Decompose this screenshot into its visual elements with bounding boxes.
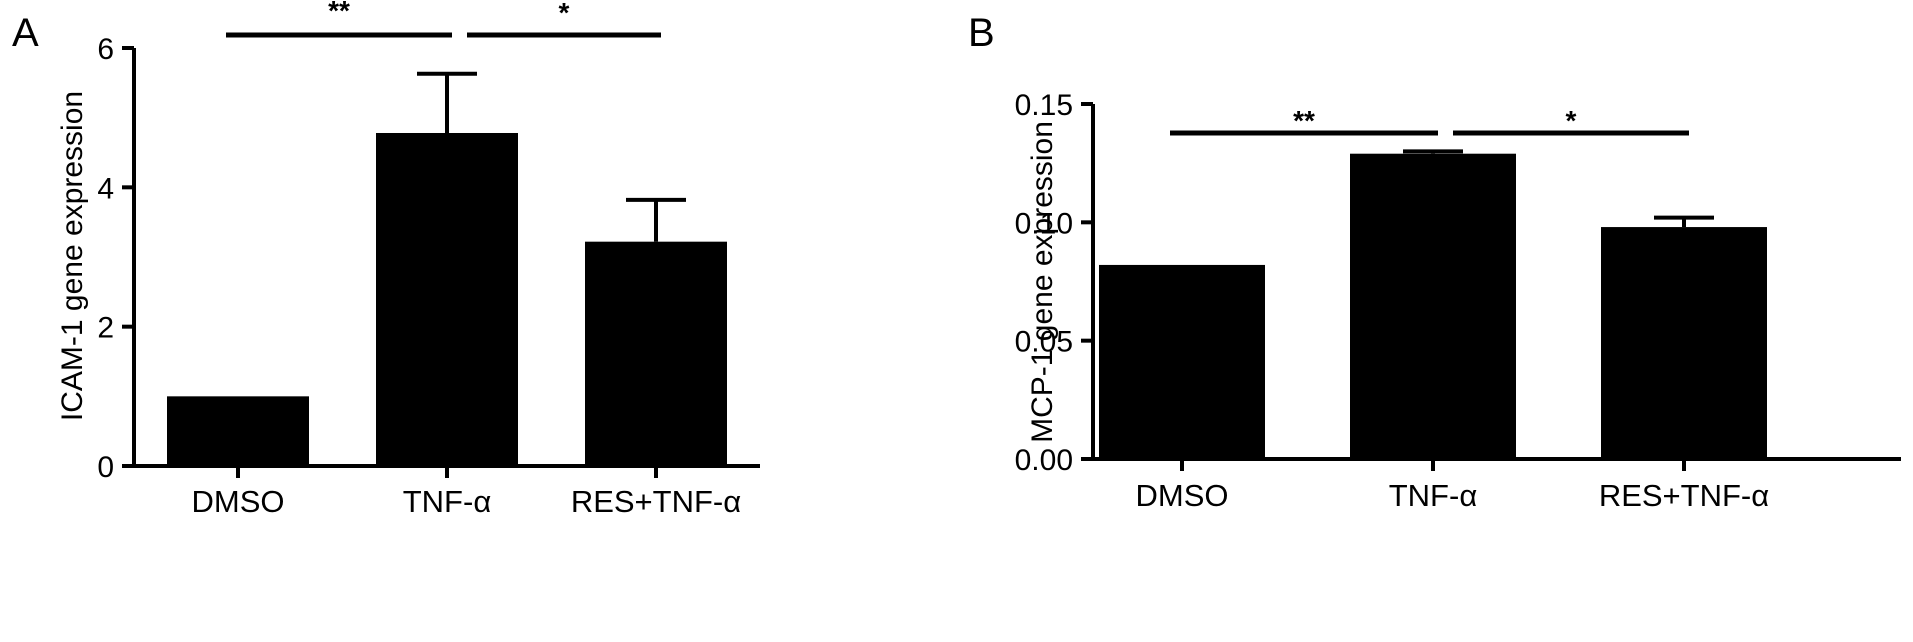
bar bbox=[1601, 227, 1767, 459]
bar bbox=[376, 132, 518, 466]
category-label: RES+TNF-α bbox=[1599, 478, 1769, 513]
significance-label: ** bbox=[328, 0, 350, 26]
y-tick-label: 0.00 bbox=[1015, 444, 1073, 477]
bar bbox=[167, 396, 309, 466]
panel-b-chart: B MCP-1 gene expression 0.00 0.05 0.10 0.15… bbox=[968, 11, 1901, 513]
category-label: DMSO bbox=[192, 484, 285, 519]
category-label: TNF-α bbox=[403, 484, 492, 519]
y-tick-label: 4 bbox=[97, 172, 114, 205]
y-tick-label: 0.15 bbox=[1015, 89, 1073, 122]
panel-a-letter: A bbox=[12, 11, 39, 55]
significance-label: ** bbox=[1293, 105, 1315, 136]
y-tick-label: 0.10 bbox=[1015, 207, 1073, 240]
y-tick-label: 0 bbox=[97, 451, 114, 484]
bar bbox=[1350, 153, 1516, 459]
bar bbox=[1099, 264, 1265, 459]
category-label: DMSO bbox=[1136, 478, 1229, 513]
panel-a-chart: A ICAM-1 gene expression 0 2 4 6 DMSO TNF-α RE… bbox=[12, 0, 760, 519]
panel-a-y-axis-label: ICAM-1 gene expression bbox=[56, 91, 89, 421]
panel-b-y-axis-label: MCP-1 gene expression bbox=[1026, 121, 1059, 443]
y-tick-label: 2 bbox=[97, 312, 114, 345]
category-label: RES+TNF-α bbox=[571, 484, 741, 519]
category-label: TNF-α bbox=[1389, 478, 1478, 513]
significance-label: * bbox=[1566, 105, 1577, 136]
y-tick-label: 0.05 bbox=[1015, 326, 1073, 359]
panel-b-letter: B bbox=[968, 11, 995, 55]
bar bbox=[585, 241, 727, 466]
y-tick-label: 6 bbox=[97, 33, 114, 66]
significance-label: * bbox=[559, 0, 570, 28]
